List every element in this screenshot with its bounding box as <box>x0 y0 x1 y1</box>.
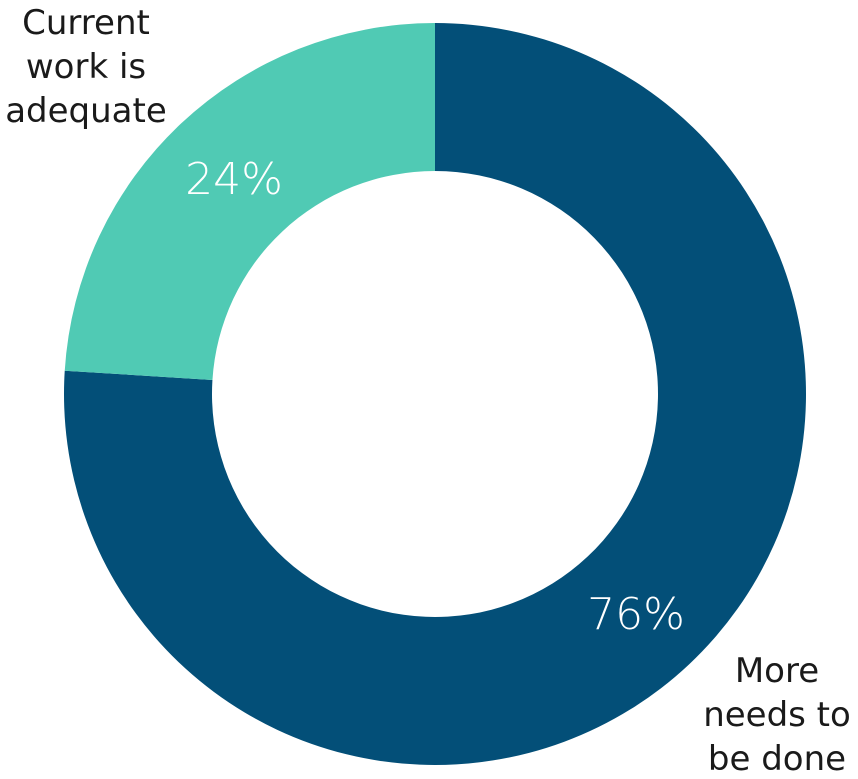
category-label-line: work is <box>26 47 146 87</box>
category-label-line: needs to <box>703 695 851 735</box>
donut-slice-2 <box>64 23 435 380</box>
category-labels: More needs to be done Current work is adequat… <box>5 3 851 779</box>
slice-value-labels: 76% 24% <box>185 154 685 640</box>
category-label-2: Current work is adequate <box>5 3 167 131</box>
category-label-line: Current <box>22 3 150 43</box>
category-label-line: More <box>735 651 819 691</box>
category-label-line: be done <box>708 739 846 779</box>
category-label-1: More needs to be done <box>703 651 851 779</box>
category-label-line: adequate <box>5 91 167 131</box>
slice-value-label-2: 24% <box>185 154 283 205</box>
donut-slices <box>63 23 806 765</box>
donut-slice-1 <box>63 23 806 765</box>
slice-value-label-1: 76% <box>587 589 685 640</box>
